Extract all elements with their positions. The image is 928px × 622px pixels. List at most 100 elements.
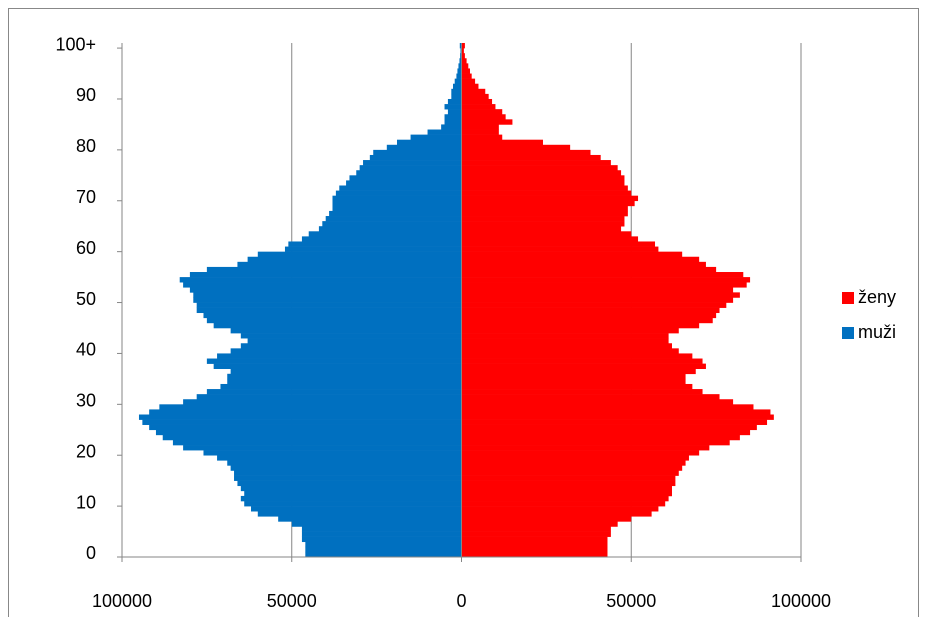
bar <box>461 322 700 329</box>
bar <box>461 200 635 207</box>
bar <box>332 205 462 212</box>
bar <box>461 297 734 303</box>
bar <box>183 399 462 405</box>
bar <box>454 78 462 85</box>
bar <box>461 348 679 354</box>
bar <box>193 292 462 298</box>
bar <box>458 63 462 69</box>
bar <box>461 287 734 293</box>
bar <box>230 327 462 334</box>
bar <box>461 327 679 334</box>
bar <box>461 394 720 400</box>
bar <box>217 353 462 359</box>
bar <box>373 149 462 156</box>
bar <box>179 277 462 283</box>
bar <box>461 531 611 537</box>
bar <box>240 495 462 502</box>
bar <box>461 226 622 232</box>
bar <box>363 160 462 166</box>
bar <box>203 450 462 456</box>
bar <box>461 409 771 415</box>
bar <box>244 490 462 497</box>
bar <box>318 226 462 232</box>
bar <box>461 272 744 278</box>
bar <box>461 490 672 497</box>
bar <box>193 297 462 303</box>
bar <box>461 88 486 95</box>
bar <box>461 414 774 420</box>
bar <box>461 48 464 54</box>
bar <box>461 149 591 156</box>
bar <box>461 170 622 176</box>
bar <box>427 129 462 135</box>
bar <box>244 501 462 507</box>
bar <box>410 134 462 140</box>
bar <box>230 465 462 471</box>
bar <box>247 256 462 263</box>
bar <box>447 98 462 105</box>
bar <box>461 501 666 507</box>
y-tick-label: 70 <box>76 187 96 207</box>
bar <box>461 455 689 461</box>
bar <box>461 93 489 100</box>
bar <box>206 358 462 364</box>
bar <box>461 195 639 202</box>
bar <box>138 414 462 420</box>
bar <box>461 521 618 527</box>
bar <box>155 429 462 436</box>
bar <box>461 470 679 476</box>
x-tick-label: 100000 <box>771 591 831 611</box>
bar <box>196 394 462 400</box>
bar <box>461 383 693 390</box>
bar <box>332 195 462 202</box>
bar <box>461 536 608 543</box>
bar <box>386 144 462 151</box>
bar <box>240 343 462 349</box>
bar <box>461 256 700 263</box>
bar <box>461 495 669 502</box>
bar <box>461 541 608 548</box>
bar <box>461 373 686 380</box>
bar <box>240 333 462 339</box>
bar <box>251 506 462 512</box>
bar <box>284 246 462 252</box>
y-tick-label: 100+ <box>55 34 96 54</box>
bar <box>461 134 503 140</box>
bar <box>461 231 632 237</box>
bar <box>461 546 608 553</box>
legend-label: ženy <box>858 287 896 307</box>
bar <box>308 231 462 237</box>
legend-label: muži <box>858 322 896 342</box>
bar <box>234 470 462 476</box>
bar <box>227 378 462 385</box>
bar <box>461 399 734 405</box>
bar <box>460 48 462 54</box>
y-tick-label: 40 <box>76 340 96 360</box>
y-tick-label: 60 <box>76 238 96 258</box>
legend-swatch <box>842 327 854 339</box>
bar <box>325 216 462 222</box>
bar <box>461 312 717 319</box>
bar <box>461 109 503 115</box>
bar <box>461 144 571 151</box>
bar <box>461 63 469 69</box>
bar <box>461 429 751 436</box>
bar <box>461 445 710 451</box>
x-tick-label: 0 <box>456 591 466 611</box>
bar <box>461 210 628 217</box>
bar <box>162 434 462 441</box>
bar <box>461 185 628 191</box>
bar <box>461 450 700 456</box>
bar <box>461 368 696 375</box>
bar <box>230 348 462 354</box>
bar <box>461 221 625 227</box>
bar <box>461 353 693 359</box>
bar <box>461 358 703 364</box>
bar <box>189 287 462 293</box>
bar <box>461 160 611 166</box>
bar <box>227 460 462 466</box>
bar <box>444 114 462 120</box>
bar <box>461 434 740 441</box>
bar <box>237 480 462 487</box>
x-tick-label: 50000 <box>606 591 656 611</box>
